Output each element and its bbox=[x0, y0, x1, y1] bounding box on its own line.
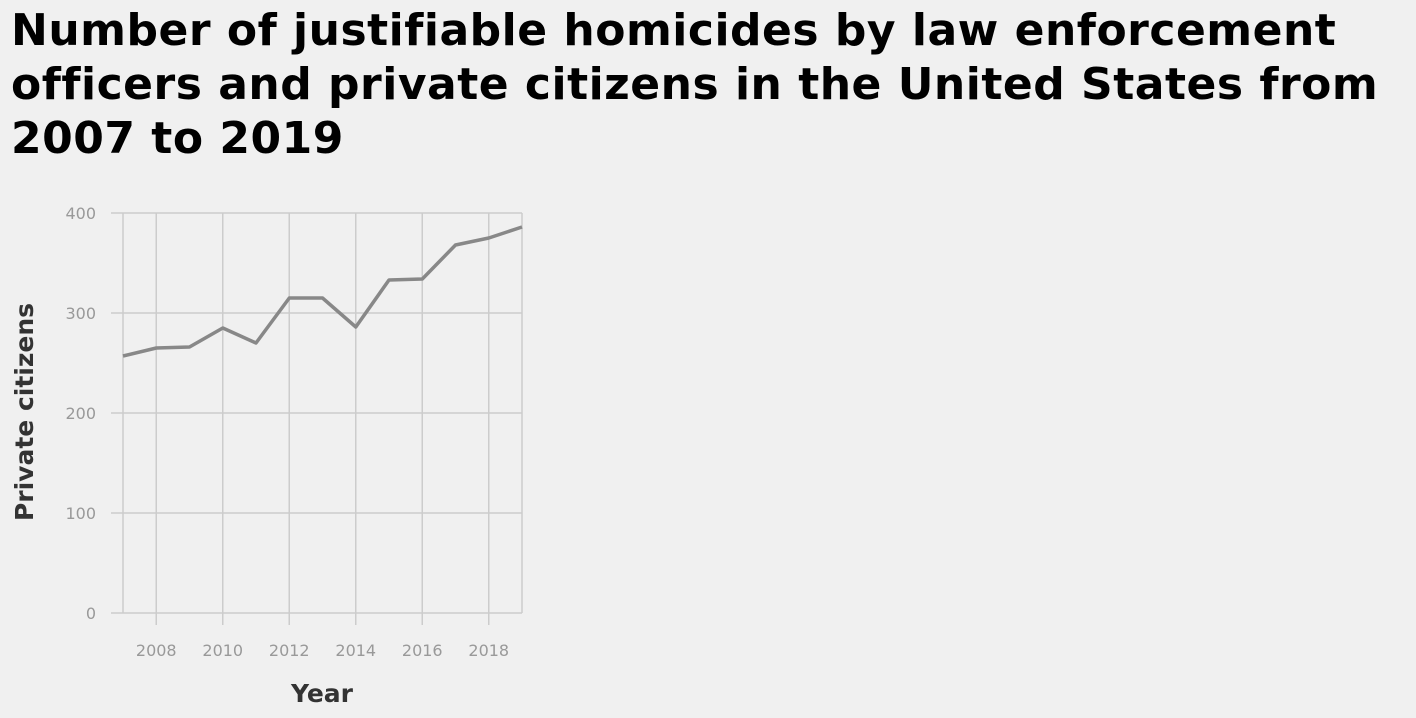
y-axis-label: Private citizens bbox=[10, 303, 39, 521]
y-tick-label: 100 bbox=[65, 504, 96, 523]
x-tick-label: 2016 bbox=[402, 641, 443, 660]
y-tick-label: 200 bbox=[65, 404, 96, 423]
y-tick-label: 300 bbox=[65, 304, 96, 323]
x-axis-label: Year bbox=[290, 679, 354, 708]
x-tick-label: 2014 bbox=[335, 641, 376, 660]
x-tick-label: 2010 bbox=[202, 641, 243, 660]
x-gridlines bbox=[122, 213, 523, 625]
y-gridlines bbox=[111, 212, 522, 614]
y-tick-label: 400 bbox=[65, 204, 96, 223]
x-tick-label: 2008 bbox=[136, 641, 177, 660]
x-tick-label: 2012 bbox=[269, 641, 310, 660]
x-tick-labels: 2008 2010 2012 2014 2016 2018 bbox=[136, 641, 509, 660]
y-tick-label: 0 bbox=[86, 604, 96, 623]
chart-title: Number of justifiable homicides by law e… bbox=[11, 5, 1379, 164]
y-tick-labels: 0 100 200 300 400 bbox=[65, 204, 96, 623]
series-line bbox=[122, 225, 523, 358]
x-tick-label: 2018 bbox=[468, 641, 509, 660]
